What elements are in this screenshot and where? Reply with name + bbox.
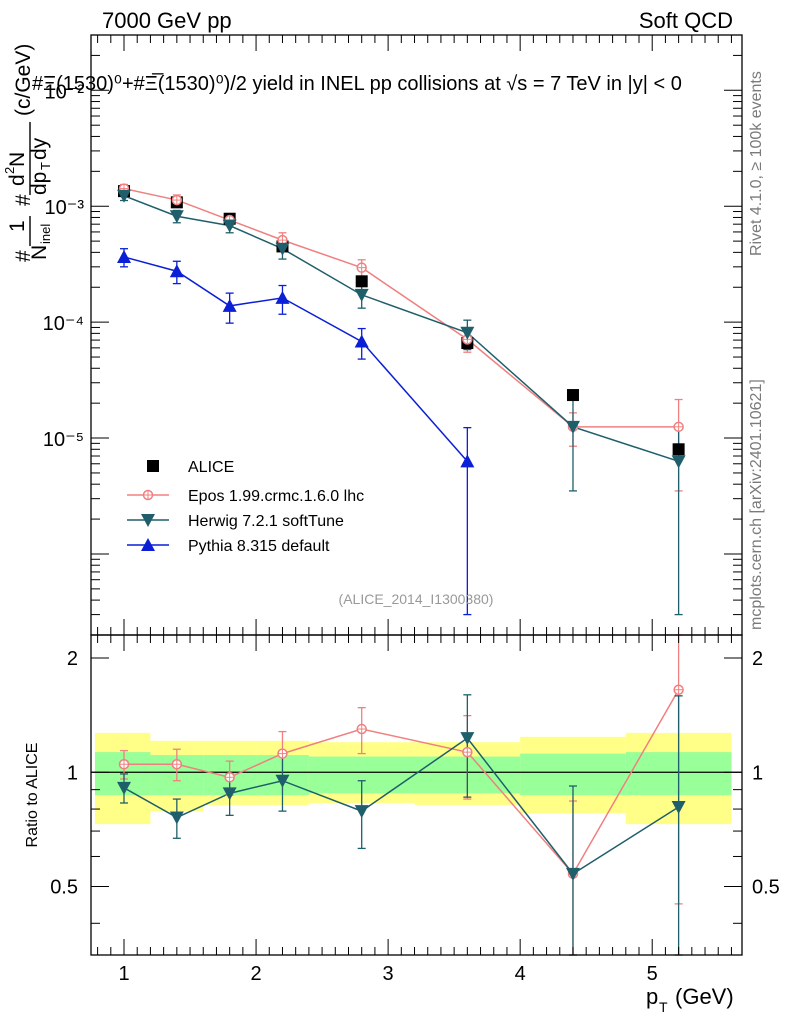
mcplots-credit: mcplots.cern.ch [arXiv:2401.10621] bbox=[748, 379, 765, 630]
ratio-point-epos bbox=[118, 758, 130, 770]
svg-text:(c/GeV): (c/GeV) bbox=[12, 44, 35, 116]
error-bars bbox=[120, 183, 683, 956]
main-point-epos bbox=[356, 262, 367, 273]
ratio-point-epos bbox=[356, 723, 367, 735]
series-lines bbox=[123, 187, 680, 876]
svg-text:#: # bbox=[12, 194, 35, 206]
main-point-pythia bbox=[169, 264, 184, 278]
ratio-frame bbox=[90, 634, 743, 956]
ratio-y-tick-label: 1 bbox=[67, 762, 78, 784]
ratio-y-tick-label-right: 1 bbox=[752, 762, 763, 784]
ratio-point-herwig bbox=[117, 781, 132, 795]
ratio-line-epos bbox=[124, 689, 680, 876]
legend-marker-pythia bbox=[141, 538, 155, 551]
legend-marker-epos bbox=[142, 489, 154, 501]
main-point-epos bbox=[673, 421, 684, 433]
main-point-alice bbox=[672, 443, 685, 456]
plot-title: #Ξ(1530)⁰+#Ξ̅(1530)⁰)/2 yield in INEL pp… bbox=[32, 72, 682, 95]
axis-ticks: 1 2 3 4 5 10⁻⁵ 10⁻⁴ 10⁻³ 10⁻² 0.5 0.5 1 1 2 2 bbox=[43, 34, 780, 985]
svg-text:N: N bbox=[6, 152, 29, 167]
legend-label-herwig: Herwig 7.2.1 softTune bbox=[188, 513, 344, 530]
x-tick-label: 1 bbox=[118, 963, 129, 985]
x-tick-label: 2 bbox=[250, 963, 261, 985]
main-point-herwig bbox=[222, 219, 237, 233]
svg-text:(GeV): (GeV) bbox=[675, 984, 734, 1009]
legend-label-pythia: Pythia 8.315 default bbox=[188, 538, 330, 555]
svg-text:p: p bbox=[646, 984, 658, 1009]
main-point-pythia bbox=[354, 334, 369, 348]
main-point-herwig bbox=[275, 242, 290, 256]
ratio-point-epos bbox=[673, 684, 684, 695]
data-markers bbox=[117, 183, 686, 881]
svg-text:T: T bbox=[38, 162, 53, 170]
main-point-epos bbox=[171, 194, 183, 206]
main-point-herwig bbox=[117, 189, 132, 203]
main-point-herwig bbox=[354, 288, 369, 302]
svg-text:dp: dp bbox=[28, 172, 51, 195]
ratio-point-epos bbox=[462, 746, 473, 758]
ratio-point-herwig bbox=[460, 732, 475, 746]
main-point-pythia bbox=[222, 298, 237, 312]
svg-text:T: T bbox=[659, 999, 668, 1015]
main-line-herwig bbox=[123, 195, 679, 463]
ratio-point-herwig bbox=[354, 805, 369, 819]
svg-text:inel: inel bbox=[38, 224, 53, 244]
main-point-herwig bbox=[671, 455, 686, 469]
ratio-y-label: Ratio to ALICE bbox=[24, 743, 41, 848]
ratio-point-epos bbox=[171, 758, 183, 770]
legend-label-epos: Epos 1.99.crmc.1.6.0 lhc bbox=[188, 488, 364, 505]
x-tick-label: 4 bbox=[515, 963, 526, 985]
svg-text:2: 2 bbox=[2, 167, 17, 174]
ratio-y-tick-label-right: 0.5 bbox=[752, 877, 780, 899]
ratio-point-herwig bbox=[169, 811, 184, 825]
ratio-point-epos bbox=[277, 748, 288, 759]
analysis-id: (ALICE_2014_I1300380) bbox=[339, 591, 494, 607]
main-point-pythia bbox=[275, 290, 290, 304]
legend: ALICE Epos 1.99.crmc.1.6.0 lhc Herwig 7.… bbox=[127, 459, 364, 555]
header-collision: 7000 GeV pp bbox=[102, 8, 232, 33]
ratio-point-epos bbox=[224, 772, 235, 783]
ratio-uncertainty-bands bbox=[91, 732, 742, 825]
svg-text:N: N bbox=[28, 245, 51, 260]
main-y-label: # 1 N inel # d 2 N dp T dy (c/GeV) bbox=[2, 44, 53, 262]
y-tick-label: 10⁻⁴ bbox=[43, 313, 84, 335]
ratio-point-herwig bbox=[671, 801, 686, 815]
svg-text:#: # bbox=[12, 250, 35, 262]
rivet-version: Rivet 4.1.0, ≥ 100k events bbox=[748, 71, 765, 256]
legend-label-alice: ALICE bbox=[188, 459, 234, 476]
svg-text:d: d bbox=[6, 174, 29, 186]
main-point-herwig bbox=[460, 326, 475, 340]
main-line-epos bbox=[123, 187, 679, 428]
main-point-pythia bbox=[117, 249, 132, 263]
main-point-herwig bbox=[169, 210, 184, 224]
main-line-pythia bbox=[123, 256, 468, 462]
ratio-y-tick-label: 2 bbox=[67, 648, 78, 670]
main-point-alice bbox=[566, 389, 579, 402]
ratio-line-herwig bbox=[123, 737, 680, 875]
ratio-point-herwig bbox=[222, 787, 237, 801]
x-tick-label: 3 bbox=[383, 963, 394, 985]
y-tick-label: 10⁻⁵ bbox=[43, 429, 84, 451]
svg-text:1: 1 bbox=[6, 220, 29, 232]
x-axis-label: p T (GeV) bbox=[646, 984, 734, 1015]
y-tick-label: 10⁻³ bbox=[45, 197, 85, 219]
y-tick-label: 10⁻² bbox=[45, 81, 85, 103]
ratio-point-herwig bbox=[565, 867, 580, 881]
main-point-herwig bbox=[565, 420, 580, 434]
x-tick-label: 5 bbox=[647, 963, 658, 985]
legend-marker-herwig bbox=[141, 514, 155, 527]
main-point-alice bbox=[355, 275, 368, 288]
ratio-y-tick-label: 0.5 bbox=[50, 877, 78, 899]
legend-marker-alice bbox=[147, 460, 159, 472]
header-category: Soft QCD bbox=[639, 8, 733, 33]
main-point-pythia bbox=[460, 454, 475, 468]
ratio-y-tick-label-right: 2 bbox=[752, 648, 763, 670]
svg-text:dy: dy bbox=[28, 137, 51, 160]
ratio-point-herwig bbox=[275, 774, 290, 788]
